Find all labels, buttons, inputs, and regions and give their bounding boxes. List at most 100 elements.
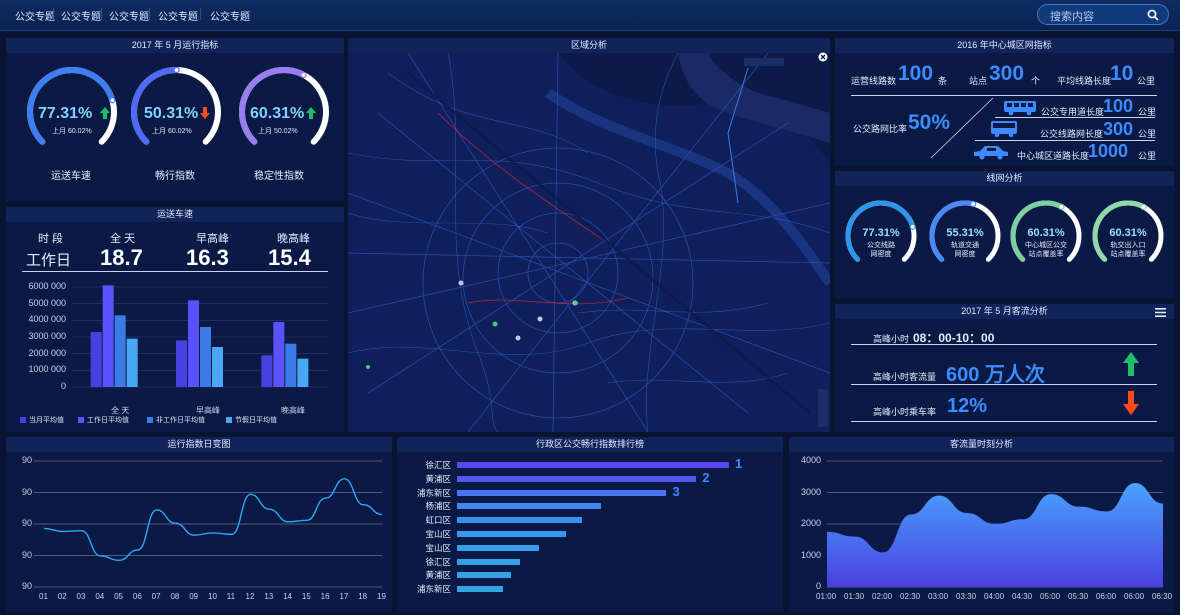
gauge-label: 畅行指数 — [155, 171, 195, 182]
rank-bar — [457, 586, 504, 593]
legend-label: 节假日平均值 — [235, 417, 277, 424]
legend-label: 非工作日平均值 — [156, 417, 205, 424]
nav-item-3[interactable]: 公交专题 — [109, 12, 149, 23]
gauge-knob — [970, 200, 977, 208]
gauge-label: 站点覆盖率 — [1028, 251, 1064, 258]
nav-divider — [200, 8, 201, 20]
bar — [188, 300, 199, 387]
gauge-value: 60.31% — [250, 105, 305, 122]
bar — [297, 358, 309, 387]
gauge-fill — [929, 200, 976, 262]
divider-slash — [930, 97, 994, 159]
x-tick-label: 10 — [208, 592, 217, 601]
panel-speed: 运送车速 时 段 全 天 早高峰 晚高峰 工作日 18.7 16.3 15.4 … — [6, 207, 344, 432]
trend-up-icon — [306, 107, 316, 119]
x-tick-label: 17 — [339, 592, 349, 601]
bar — [212, 347, 223, 387]
gauge-fill — [1010, 200, 1064, 262]
stat-unit: 个 — [1031, 76, 1041, 86]
x-tick-label: 早高峰 — [196, 406, 220, 415]
rank-number: 1 — [735, 456, 743, 471]
y-tick-label: 1000 — [800, 549, 821, 560]
rank-label: 徐汇区 — [425, 556, 451, 567]
x-tick-label: 06:00 — [1096, 592, 1117, 601]
gauge-fill — [1092, 200, 1146, 262]
rank-bar — [457, 531, 566, 537]
legend-swatch — [226, 417, 232, 423]
panel-title: 线网分析 — [835, 171, 1174, 186]
x-tick-label: 01:30 — [844, 592, 865, 601]
panel-flow: 2017 年 5 月客流分析 高峰小时 08：00-10：00 高峰小时客流量 … — [835, 304, 1174, 432]
length-label: 中心城区道路长度 — [1017, 151, 1090, 161]
bar — [261, 355, 273, 387]
gauge-value: 77.31% — [862, 227, 900, 239]
y-tick-label: 3000 — [800, 486, 821, 497]
nav-item-5[interactable]: 公交专题 — [210, 12, 250, 23]
ratio-value: 50% — [908, 111, 951, 134]
stat-label: 平均线路长度 — [1057, 76, 1112, 86]
panel-title: 2017 年 5 月运行指标 — [6, 38, 344, 53]
x-tick-label: 01 — [39, 592, 48, 601]
legend-swatch — [78, 417, 84, 423]
legend-swatch — [20, 417, 26, 423]
col-header: 早高峰 — [196, 233, 229, 245]
rank-bar — [457, 558, 520, 565]
stat-value: 10 — [1110, 62, 1134, 85]
menu-icon[interactable] — [1155, 308, 1166, 317]
gauge-label: 网密度 — [954, 251, 976, 258]
gauge-prev: 上月 60.02% — [152, 128, 192, 135]
peak-hour-label: 高峰小时 — [873, 334, 910, 344]
length-value: 300 — [1103, 119, 1134, 139]
x-tick-label: 08 — [170, 592, 180, 601]
gauge-value: 60.31% — [1109, 227, 1147, 239]
row-label: 工作日 — [26, 252, 72, 269]
y-tick-label: 3000 000 — [28, 331, 66, 341]
legend-label: 当月平均值 — [29, 417, 64, 424]
panel-line-network: 线网分析 77.31% 公交线路 网密度 55.31% 轨道交通 网密度 60.… — [835, 171, 1174, 298]
gauge-value: 77.31% — [38, 105, 93, 122]
operations-gauges — [27, 66, 329, 145]
rank-bar — [457, 489, 667, 496]
stat-value: 300 — [989, 62, 1025, 85]
nav-item-2[interactable]: 公交专题 — [61, 12, 101, 23]
gauge-knob — [1058, 203, 1065, 210]
y-tick-label: 4000 000 — [28, 314, 66, 325]
close-icon[interactable] — [818, 52, 828, 62]
rank-bar — [457, 462, 729, 468]
stat-unit: 条 — [938, 76, 948, 86]
arrow-up-icon — [1123, 352, 1139, 376]
panel-operations: 2017 年 5 月运行指标 77.31% 上月 60.02% 运送车速 50.… — [6, 38, 344, 201]
bar — [126, 338, 138, 387]
x-tick-label: 03:30 — [956, 592, 977, 601]
panel-title: 区域分析 — [348, 38, 830, 53]
top-bar: 公交专题 公交专题 公交专题 公交专题 公交专题 搜索内容 — [0, 0, 1180, 31]
panel-title: 运行指数日变图 — [6, 437, 392, 452]
gauge-fill — [131, 67, 180, 145]
map-view[interactable] — [348, 53, 830, 432]
panel-daily: 运行指数日变图 90 90 90 90 90 01 02 03 04 05 06 07 08 09 10 1… — [6, 437, 392, 612]
rank-label: 黄浦区 — [425, 570, 451, 581]
peak-rate-label: 高峰小时乘车率 — [873, 407, 937, 417]
x-tick-label: 19 — [377, 592, 386, 601]
x-tick-label: 04 — [95, 592, 105, 601]
x-tick-label: 04:00 — [984, 592, 1005, 601]
x-tick-label: 18 — [358, 592, 368, 601]
x-tick-label: 16 — [320, 592, 330, 601]
length-unit: 公里 — [1138, 107, 1157, 117]
search-input[interactable]: 搜索内容 — [1037, 4, 1169, 25]
x-tick-label: 12 — [245, 592, 255, 601]
rank-label: 黄浦区 — [425, 473, 451, 484]
x-tick-label: 06:30 — [1152, 592, 1173, 601]
nav-item-4[interactable]: 公交专题 — [158, 12, 198, 23]
nav-item-1[interactable]: 公交专题 — [15, 12, 55, 23]
panel-hourly: 客流量时刻分析 4000 3000 2000 1000 0 01:00 01:30 02:0… — [789, 437, 1174, 612]
search-icon[interactable] — [1147, 9, 1159, 21]
search-placeholder: 搜索内容 — [1050, 11, 1094, 23]
length-value: 1000 — [1088, 141, 1129, 161]
length-value: 100 — [1103, 96, 1134, 116]
stat-label: 运营线路数 — [851, 76, 897, 86]
col-header: 时 段 — [38, 233, 64, 245]
x-tick-label: 01:00 — [816, 592, 837, 601]
stat-morning: 16.3 — [186, 245, 229, 270]
col-header: 全 天 — [110, 233, 136, 245]
